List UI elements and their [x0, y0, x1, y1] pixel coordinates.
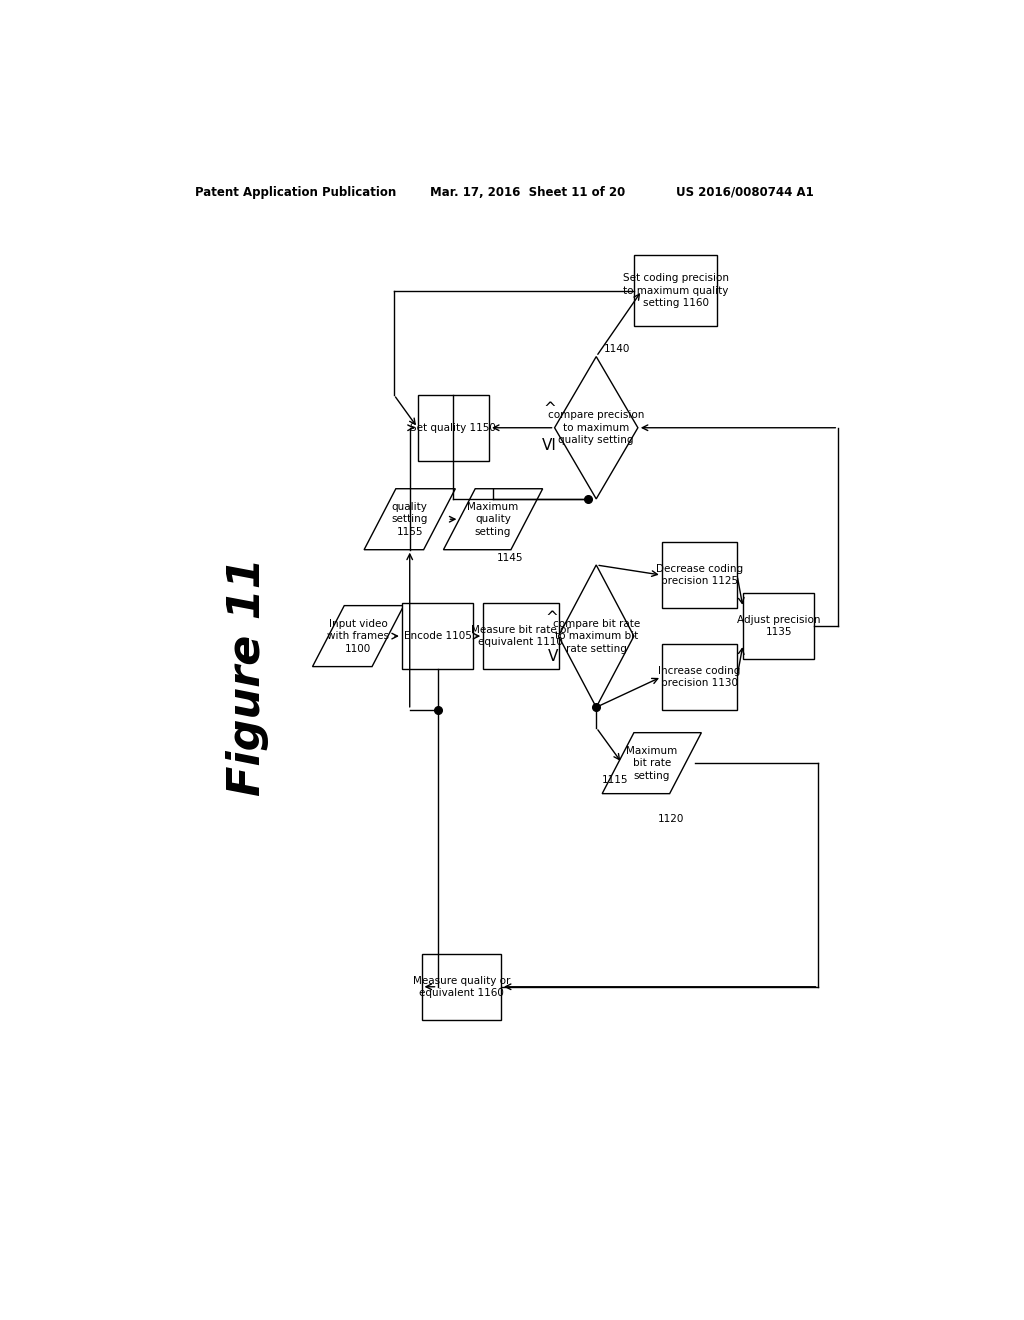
- Text: VI: VI: [542, 437, 557, 453]
- Text: Adjust precision
1135: Adjust precision 1135: [737, 615, 820, 638]
- FancyBboxPatch shape: [634, 255, 717, 326]
- Text: US 2016/0080744 A1: US 2016/0080744 A1: [676, 186, 813, 199]
- Text: Maximum
bit rate
setting: Maximum bit rate setting: [626, 746, 678, 780]
- Text: Measure bit rate or
equivalent 1110: Measure bit rate or equivalent 1110: [471, 624, 570, 647]
- Text: ^: ^: [546, 610, 558, 626]
- FancyBboxPatch shape: [483, 603, 558, 669]
- Text: Measure quality or
equivalent 1160: Measure quality or equivalent 1160: [413, 975, 510, 998]
- Polygon shape: [555, 356, 638, 499]
- Polygon shape: [602, 733, 701, 793]
- FancyBboxPatch shape: [743, 593, 814, 659]
- FancyBboxPatch shape: [418, 395, 489, 461]
- Text: 1140: 1140: [604, 343, 631, 354]
- Text: quality
setting
1155: quality setting 1155: [391, 502, 428, 537]
- Text: Encode 1105: Encode 1105: [403, 631, 471, 642]
- Text: 1120: 1120: [658, 814, 684, 824]
- Text: Mar. 17, 2016  Sheet 11 of 20: Mar. 17, 2016 Sheet 11 of 20: [430, 186, 625, 199]
- Text: Maximum
quality
setting: Maximum quality setting: [467, 502, 519, 537]
- Text: Set quality 1150: Set quality 1150: [411, 422, 497, 433]
- Text: Figure 11: Figure 11: [225, 557, 268, 796]
- Text: Patent Application Publication: Patent Application Publication: [196, 186, 396, 199]
- Text: compare bit rate
to maximum bit
rate setting: compare bit rate to maximum bit rate set…: [553, 619, 640, 653]
- Text: V: V: [548, 649, 558, 664]
- Text: 1145: 1145: [497, 553, 523, 562]
- Text: Increase coding
precision 1130: Increase coding precision 1130: [658, 665, 740, 688]
- Text: 1115: 1115: [602, 775, 629, 785]
- Polygon shape: [365, 488, 456, 549]
- FancyBboxPatch shape: [401, 603, 473, 669]
- Polygon shape: [558, 565, 634, 708]
- FancyBboxPatch shape: [422, 954, 501, 1020]
- Polygon shape: [443, 488, 543, 549]
- FancyBboxPatch shape: [662, 543, 737, 609]
- Text: Input video
with frames
1100: Input video with frames 1100: [327, 619, 389, 653]
- FancyBboxPatch shape: [662, 644, 737, 710]
- Text: Set coding precision
to maximum quality
setting 1160: Set coding precision to maximum quality …: [623, 273, 729, 308]
- Polygon shape: [312, 606, 403, 667]
- Text: compare precision
to maximum
quality setting: compare precision to maximum quality set…: [548, 411, 644, 445]
- Text: Decrease coding
precision 1125: Decrease coding precision 1125: [655, 564, 743, 586]
- Text: ^: ^: [544, 401, 557, 416]
